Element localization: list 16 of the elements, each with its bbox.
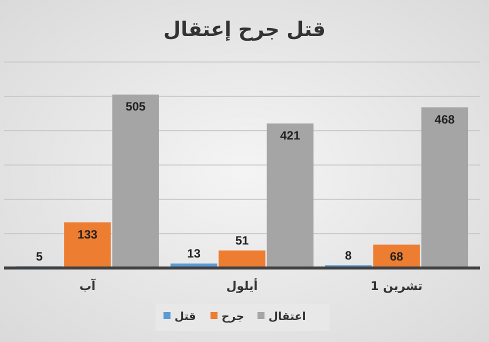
chart-title: قتل جرح إعتقال (163, 17, 326, 41)
data-label: 68 (390, 250, 404, 264)
x-tick-label: تشرين 1 (370, 279, 423, 293)
data-label: 51 (235, 233, 249, 248)
data-label: 421 (280, 128, 300, 142)
data-label: 133 (77, 227, 98, 242)
data-label: 5 (36, 249, 43, 264)
data-label: 468 (434, 112, 456, 126)
legend-label: قتل (174, 310, 196, 323)
data-label: 8 (345, 248, 352, 262)
x-tick-label: أيلول (226, 278, 258, 293)
x-tick-label: آب (79, 278, 96, 293)
data-label: 505 (126, 100, 146, 114)
legend-label: جرح (222, 310, 244, 323)
legend-label: اعتقال (268, 310, 306, 323)
data-label: 13 (187, 246, 201, 261)
